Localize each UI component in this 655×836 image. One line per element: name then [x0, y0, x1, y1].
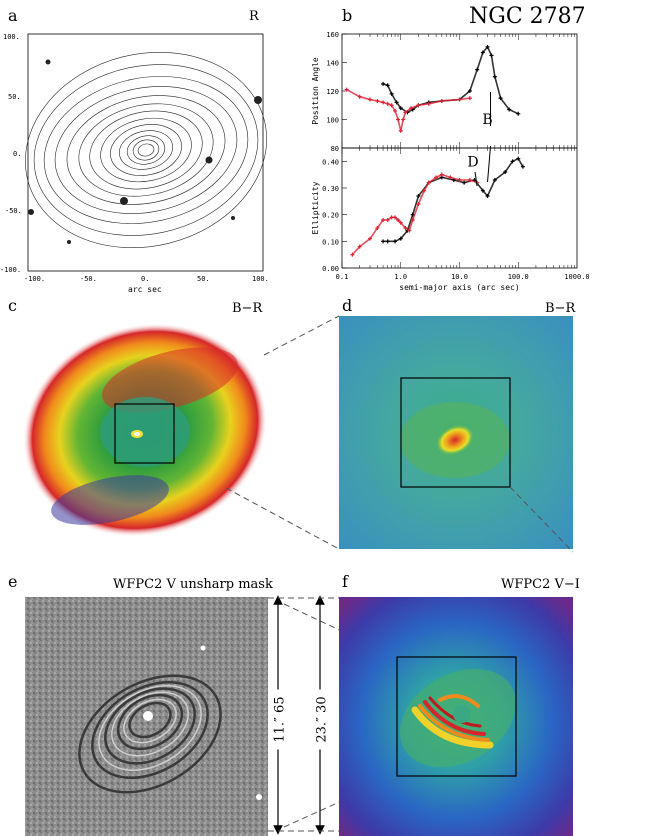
a-xtick-m100: -100.: [24, 275, 46, 283]
a-xtick-m50: -50.: [80, 275, 97, 283]
color-map-c: [22, 323, 268, 537]
ell-red-point: [350, 252, 355, 257]
pa-ylabel: Position Angle: [311, 57, 320, 125]
panel-f-label: f: [342, 572, 348, 591]
a-ytick-100: 100.: [3, 33, 20, 41]
profile-xlabel: semi-major axis (arc sec): [399, 283, 519, 292]
panel-a-label: a: [8, 6, 18, 25]
a-ytick-m100: -100.: [0, 266, 22, 274]
field-stars: [28, 59, 262, 244]
panel-e-band: WFPC2 V unsharp mask: [113, 577, 273, 592]
a-ytick-50: 50.: [8, 93, 21, 101]
ell-ylabel: Ellipticity: [311, 181, 320, 234]
panel-e-label: e: [8, 572, 18, 591]
xtick-label: 100.0: [508, 273, 529, 281]
panel-b-label: b: [342, 6, 353, 25]
d-marker-line: [474, 171, 478, 187]
pa-annotation-B: B: [482, 112, 492, 128]
zoom-connectors-cd: [225, 315, 574, 553]
panel-c-band: B−R: [232, 301, 263, 316]
ell-ytick-label: 0.00: [322, 265, 339, 273]
ell-black-trace: [383, 157, 524, 243]
spiral-dust-arcs: [78, 674, 222, 794]
profile-plots: 160 140 120 100 80 Position Angle B 0.40 0.30 0.2…: [311, 31, 590, 292]
unsharp-mask-image: [25, 597, 268, 836]
color-map-d: [339, 316, 573, 549]
pa-ytick-label: 100: [326, 117, 339, 125]
xtick-label: 1000.0: [564, 273, 589, 281]
a-xtick-50: 50.: [197, 275, 210, 283]
b-marker-line-bottom: [487, 145, 492, 183]
a-ytick-0: 0.: [13, 150, 22, 158]
a-xtick-0: 0.: [141, 275, 150, 283]
xtick-label: 0.1: [336, 273, 349, 281]
a-xlabel: arc sec: [128, 285, 162, 294]
ell-annotation-D: D: [467, 155, 478, 171]
panel-f-band: WFPC2 V−I: [501, 577, 580, 592]
galaxy-title: NGC 2787: [469, 4, 586, 29]
xtick-label: 1.0: [394, 273, 407, 281]
panel-c-label: c: [8, 296, 17, 315]
ell-red-trace: [351, 173, 478, 256]
ell-ytick-label: 0.30: [322, 185, 339, 193]
a-xtick-100: 100.: [252, 275, 269, 283]
pa-ytick-label: 80: [331, 145, 339, 153]
panel-d-label: d: [342, 296, 353, 315]
xtick-label: 10.0: [451, 273, 468, 281]
ell-ytick-label: 0.20: [322, 212, 339, 220]
isophote-contours: [25, 51, 267, 249]
panel-d-band: B−R: [545, 301, 576, 316]
pa-ytick-label: 160: [326, 31, 339, 39]
dust-spiral-bands: [411, 694, 494, 749]
ell-ytick-label: 0.40: [322, 158, 339, 166]
pa-ytick-label: 120: [326, 88, 339, 96]
panel-a-band: R: [249, 9, 259, 24]
ell-ytick-label: 0.10: [322, 238, 339, 246]
pa-ytick-label: 140: [326, 60, 339, 68]
a-ytick-m50: -50.: [5, 207, 22, 215]
contour-plot: [25, 33, 267, 272]
pa-red-trace: [346, 88, 470, 132]
